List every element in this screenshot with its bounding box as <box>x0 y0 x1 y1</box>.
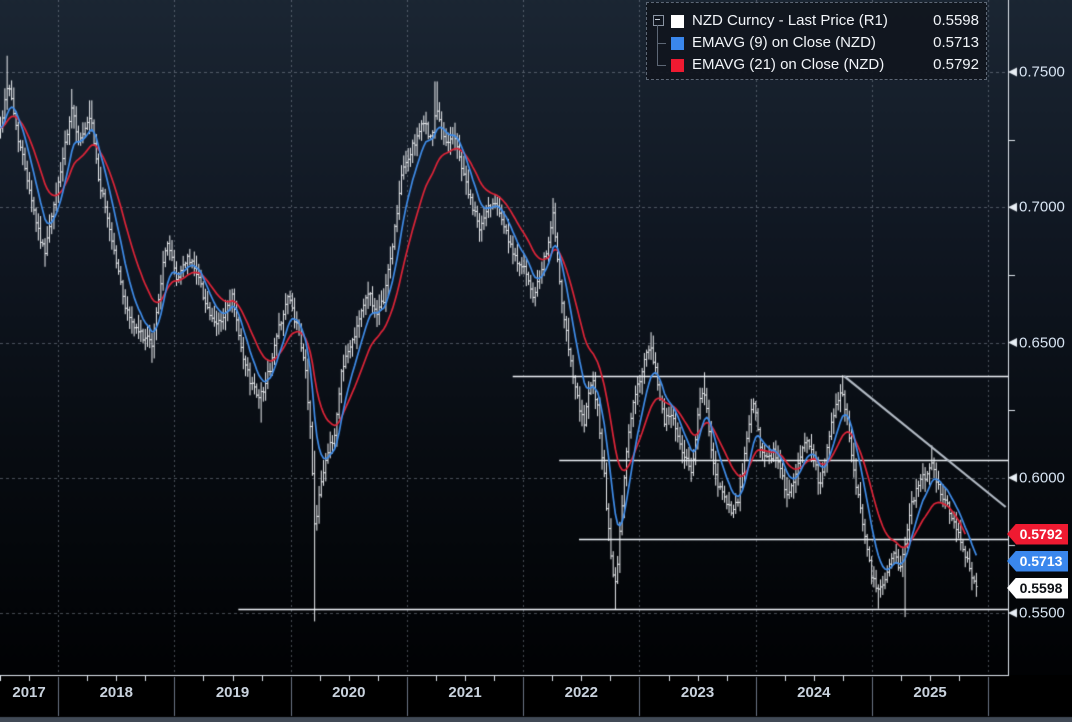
legend-value: 0.5792 <box>933 56 979 73</box>
legend-collapse-icon[interactable] <box>653 15 664 26</box>
legend-item-last-price[interactable]: NZD Curncy - Last Price (R1) 0.5598 <box>671 10 979 32</box>
price-badge-0.5598: 0.5598 <box>1007 577 1068 599</box>
y-axis-label-0.6500: 0.6500 <box>1019 334 1065 351</box>
last-price-swatch-icon <box>671 14 684 28</box>
price-badge-0.5713: 0.5713 <box>1007 550 1068 572</box>
legend-item-emavg9[interactable]: EMAVG (9) on Close (NZD) 0.5713 <box>671 32 979 54</box>
x-axis-year-label-2021: 2021 <box>448 684 482 701</box>
legend-value: 0.5713 <box>933 34 979 51</box>
minus-icon <box>655 19 660 20</box>
x-axis-year-label-2020: 2020 <box>332 684 366 701</box>
legend-value: 0.5598 <box>933 12 979 29</box>
x-axis-year-label-2019: 2019 <box>215 684 250 701</box>
legend-tree-stub <box>657 43 666 44</box>
y-axis-label-0.7500: 0.7500 <box>1019 63 1065 81</box>
emavg9-swatch-icon <box>671 36 684 50</box>
x-axis-year-label-2024: 2024 <box>797 684 831 701</box>
x-axis-year-label-2023: 2023 <box>680 684 715 701</box>
legend-label: NZD Curncy - Last Price (R1) <box>692 12 888 29</box>
legend-tree-line <box>657 25 658 66</box>
x-axis-year-label-2017: 2017 <box>12 684 46 701</box>
x-axis-year-label-2022: 2022 <box>564 684 598 701</box>
legend-label: EMAVG (9) on Close (NZD) <box>692 34 876 51</box>
y-axis-label-0.7000: 0.7000 <box>1019 198 1065 216</box>
x-axis-year-label-2025: 2025 <box>913 684 947 701</box>
legend: NZD Curncy - Last Price (R1) 0.5598 EMAV… <box>646 2 987 80</box>
legend-tree-stub <box>657 65 666 66</box>
legend-item-emavg21[interactable]: EMAVG (21) on Close (NZD) 0.5792 <box>671 54 979 76</box>
emavg21-swatch-icon <box>671 58 684 72</box>
price-badge-0.5792: 0.5792 <box>1007 523 1068 545</box>
x-axis-year-label-2018: 2018 <box>99 684 133 701</box>
y-axis-label-0.6000: 0.6000 <box>1019 469 1065 487</box>
y-axis-label-0.5500: 0.5500 <box>1019 604 1065 622</box>
legend-label: EMAVG (21) on Close (NZD) <box>692 56 885 73</box>
